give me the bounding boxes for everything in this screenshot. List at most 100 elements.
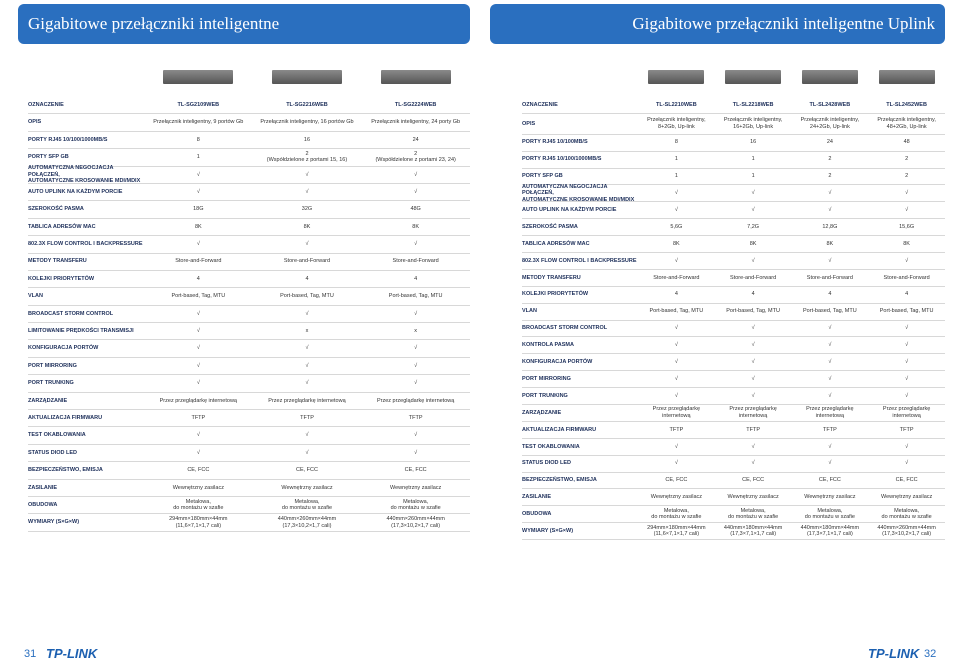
cell: √ — [828, 359, 832, 366]
cell: 440mm×260mm×44mm (17,3×10,2×1,7 cali) — [277, 516, 337, 529]
cell: Port-based, Tag, MTU — [879, 308, 934, 315]
cell: 8K — [749, 240, 757, 247]
cell: 4 — [674, 291, 678, 298]
table-row: ZARZĄDZANIE Przez przeglądarkę internetow… — [28, 393, 470, 411]
cell: 1 — [751, 156, 755, 163]
cell: 2 (Współdzielone z portami 15, 16) — [266, 150, 348, 164]
row-label: PORTY SFP GB — [28, 154, 69, 161]
table-row: KONFIGURACJA PORTÓW √ √ √ √ — [522, 354, 945, 372]
cell: CE, FCC — [404, 467, 427, 474]
cell: Port-based, Tag, MTU — [171, 293, 226, 300]
cell: CE, FCC — [665, 477, 688, 484]
cell: Przełącznik inteligentny, 16+2Gb, Up-lin… — [723, 117, 783, 130]
row-label: VLAN — [28, 293, 43, 300]
table-row: WYMIARY (S×G×W) 294mm×180mm×44mm (11,6×7,… — [28, 514, 470, 532]
cell: Wewnętrzny zasilacz — [172, 484, 224, 491]
cell: TL-SL2452WEB — [886, 101, 927, 108]
table-row: LIMITOWANIE PRĘDKOŚCI TRANSMISJI √ x x — [28, 323, 470, 341]
table-row: PORT MIRRORING √ √ √ √ — [522, 371, 945, 389]
row-label: ZARZĄDZANIE — [522, 409, 562, 416]
cell: √ — [828, 325, 832, 332]
cell: Wewnętrzny zasilacz — [727, 494, 779, 501]
cell: Wewnętrzny zasilacz — [650, 494, 702, 501]
table-row: SZEROKOŚĆ PASMA 5,6G 7,2G 12,8G 15,6G — [522, 219, 945, 237]
cell: √ — [196, 241, 200, 248]
row-label: METODY TRANSFERU — [522, 274, 581, 281]
table-row: WYMIARY (S×G×W) 294mm×180mm×44mm (11,6×7,… — [522, 523, 945, 541]
table-row: VLAN Port-based, Tag, MTU Port-based, Tag,… — [28, 288, 470, 306]
cell: 7,2G — [747, 223, 760, 230]
cell: 8K — [826, 240, 834, 247]
cell: Wewnętrzny zasilacz — [804, 494, 856, 501]
row-label: PORT MIRRORING — [522, 375, 571, 382]
cell: 18G — [193, 206, 204, 213]
table-row: STATUS DIOD LED √ √ √ — [28, 445, 470, 463]
cell: TL-SL2428WEB — [809, 101, 851, 108]
cell: √ — [828, 207, 832, 214]
cell: √ — [674, 190, 678, 197]
product-image — [725, 70, 782, 84]
row-label: ZARZĄDZANIE — [28, 397, 68, 404]
cell: TFTP — [191, 414, 206, 421]
cell: TFTP — [408, 414, 423, 421]
cell: √ — [305, 345, 309, 352]
cell: √ — [674, 359, 678, 366]
table-row: PORTY RJ45 10/100/1000MB/S 1 1 2 2 — [522, 152, 945, 169]
table-row: OBUDOWA Metalowa, do montażu w szafie Meta… — [522, 506, 945, 524]
table-row: AKTUALIZACJA FIRMWARU TFTP TFTP TFTP — [28, 410, 470, 428]
row-label: BROADCAST STORM CONTROL — [522, 325, 608, 332]
table-row: METODY TRANSFERU Store-and-Forward Store-a… — [522, 270, 945, 287]
table-row: KOLEJKI PRIORYTETÓW 4 4 4 4 — [522, 287, 945, 304]
cell: 294mm×180mm×44mm (11,6×7,1×1,7 cali) — [647, 524, 706, 538]
table-row: BEZPIECZEŃSTWO, EMISJA CE, FCC CE, FCC CE, … — [522, 473, 945, 490]
cell: 16 — [750, 139, 757, 146]
cell: √ — [828, 375, 832, 382]
cell: Wewnętrzny zasilacz — [281, 484, 333, 491]
row-label: KOLEJKI PRIORYTETÓW — [522, 291, 589, 298]
row-label: WYMIARY (S×G×W) — [522, 527, 574, 534]
cell: Metalowa, do montażu w szafie — [881, 507, 932, 521]
table-row: ZASILANIE Wewnętrzny zasilacz Wewnętrzny z… — [28, 480, 470, 497]
cell: √ — [414, 449, 418, 456]
table-row: OZNACZENIE TL-SG2109WEB TL-SG2216WEB TL-SG2… — [28, 97, 470, 115]
cell: √ — [674, 257, 678, 264]
cell: 24 — [412, 136, 419, 143]
cell: Port-based, Tag, MTU — [649, 308, 704, 315]
cell: √ — [751, 257, 755, 264]
cell: Port-based, Tag, MTU — [726, 308, 780, 315]
table-row: PORTY SFP GB 1 1 2 2 — [522, 169, 945, 186]
cell: √ — [751, 207, 755, 214]
table-row: AUTOMATYCZNA NEGOCJACJA POŁĄCZEŃ, AUTOMA… — [28, 165, 470, 184]
table-row: OBUDOWA Metalowa, do montażu w szafie Meta… — [28, 497, 470, 515]
table-row: PORTY RJ45 10/100MB/S 8 16 24 48 — [522, 135, 945, 152]
cell: √ — [905, 190, 909, 197]
row-label: METODY TRANSFERU — [28, 258, 87, 265]
cell: x — [305, 328, 309, 335]
cell: √ — [196, 188, 200, 195]
row-label: OBUDOWA — [28, 501, 58, 508]
cell: TL-SL2218WEB — [732, 101, 774, 108]
cell: 440mm×180mm×44mm (17,3×7,1×1,7 cali) — [800, 524, 860, 538]
cell: Metalowa, do montażu w szafie — [281, 498, 333, 512]
cell: √ — [414, 380, 418, 387]
table-row: STATUS DIOD LED √ √ √ √ — [522, 456, 945, 473]
cell: √ — [905, 460, 909, 467]
row-label: SZEROKOŚĆ PASMA — [28, 206, 84, 213]
table-row: PORTY SFP GB 1 2 (Współdzielone z portami … — [28, 149, 470, 167]
cell: 2 — [828, 156, 832, 163]
row-label: OZNACZENIE — [522, 101, 558, 108]
cell: √ — [674, 207, 678, 214]
cell: 2 — [905, 173, 909, 180]
cell: Metalowa, do montażu w szafie — [804, 507, 855, 521]
row-label: OPIS — [522, 120, 536, 127]
cell: Przełącznik inteligentny, 9 portów Gb — [153, 119, 244, 126]
cell: 8 — [674, 139, 678, 146]
right-table: OZNACZENIE TL-SL2210WEB TL-SL2218WEB TL-SL2… — [522, 97, 945, 541]
row-label: OPIS — [28, 119, 42, 126]
cell: √ — [196, 380, 200, 387]
logo: TP-LINK — [868, 646, 920, 661]
cell: √ — [305, 310, 309, 317]
row-label: 802.3X FLOW CONTROL I BACKPRESSURE — [28, 241, 143, 248]
cell: √ — [674, 460, 678, 467]
cell: Metalowa, do montażu w szafie — [651, 507, 702, 521]
